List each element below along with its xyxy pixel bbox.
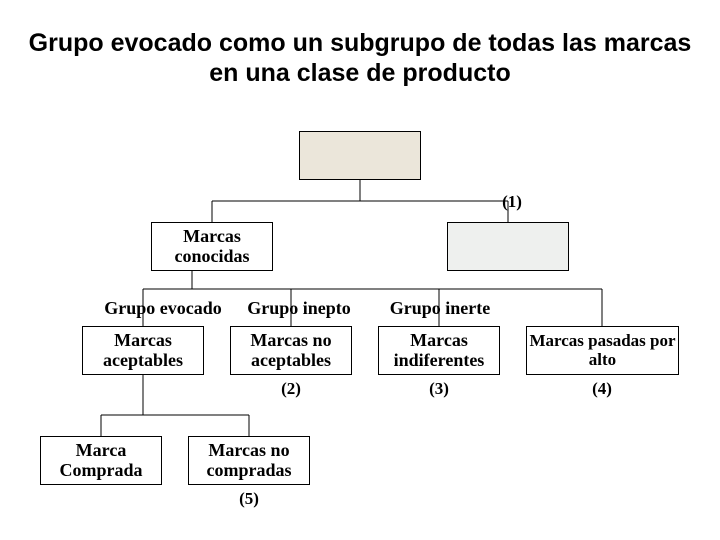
node-desconocidas (447, 222, 569, 271)
node-label: Marcas aceptables (83, 331, 203, 371)
node-label: Marcas conocidas (152, 227, 272, 267)
group-heading-evocado: Grupo evocado (93, 298, 233, 319)
group-heading-inepto: Grupo inepto (229, 298, 369, 319)
node-label: Marcas indiferentes (379, 331, 499, 371)
node-label: Marcas no aceptables (231, 331, 351, 371)
node-pasadas: Marcas pasadas por alto (526, 326, 679, 375)
node-no-compradas: Marcas no compradas (188, 436, 310, 485)
node-label: Marca Comprada (41, 441, 161, 481)
node-root (299, 131, 421, 180)
label-n3: (3) (419, 379, 459, 399)
label-n1: (1) (492, 192, 532, 212)
node-no-aceptables: Marcas no aceptables (230, 326, 352, 375)
label-n4: (4) (582, 379, 622, 399)
node-conocidas: Marcas conocidas (151, 222, 273, 271)
label-n2: (2) (271, 379, 311, 399)
node-aceptables: Marcas aceptables (82, 326, 204, 375)
page-title: Grupo evocado como un subgrupo de todas … (0, 28, 720, 88)
node-comprada: Marca Comprada (40, 436, 162, 485)
node-label: Marcas no compradas (189, 441, 309, 481)
node-indiferentes: Marcas indiferentes (378, 326, 500, 375)
node-label: Marcas pasadas por alto (527, 332, 678, 369)
label-n5: (5) (229, 489, 269, 509)
group-heading-inerte: Grupo inerte (370, 298, 510, 319)
